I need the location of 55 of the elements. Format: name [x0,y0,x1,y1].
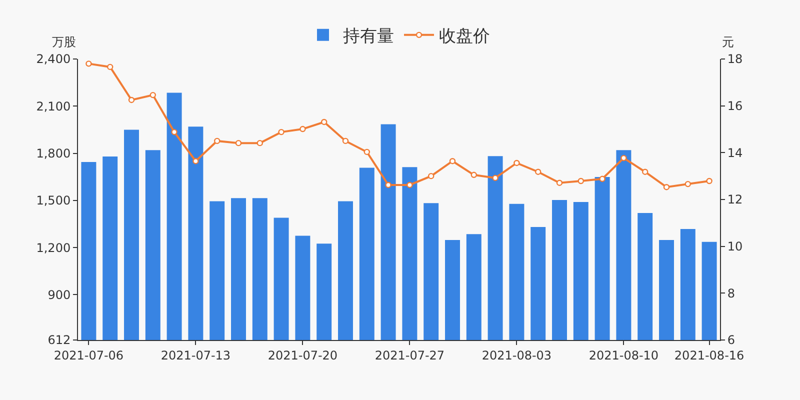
point [256,140,263,146]
y2-tick-label: 16 [727,99,743,114]
point [620,154,627,162]
y-tick-label: 612 [48,333,71,348]
legend-label: 收盘价 [439,26,490,47]
point [556,180,563,186]
y2-tick-label: 14 [727,146,743,160]
point [514,160,520,166]
point [684,180,691,188]
y2-tick-label: 8 [727,286,736,300]
x-tick-label: 2021-08-03 [482,348,552,362]
x-tick-label: 2021-07-20 [268,348,338,362]
point [300,126,306,132]
y-axis-title: 万股 [52,35,76,49]
y2-tick-label: 12 [727,192,743,207]
point [535,168,542,175]
point [599,176,606,182]
point [470,172,477,178]
y2-tick-label: 10 [727,240,743,254]
y2-tick-label: 18 [727,52,743,66]
point [86,60,92,67]
point [642,168,648,175]
point [192,158,199,164]
point [107,64,114,70]
point [578,178,584,184]
y-tick-label: 900 [48,288,71,302]
x-tick-label: 2021-08-10 [588,348,659,362]
point [171,128,178,136]
x-tick-label: 2021-08-16 [674,348,744,362]
point [449,158,456,164]
point [128,96,135,104]
point [321,118,328,126]
point [406,182,413,188]
point [278,128,284,136]
legend-label: 持有量 [343,26,394,47]
point [706,178,712,184]
point [492,174,498,182]
y2-tick-label: 6 [727,333,736,348]
point [385,182,392,188]
x-tick-label: 2021-07-06 [54,348,124,362]
point [364,148,370,156]
point [663,184,670,190]
point [342,138,349,144]
point [150,92,156,98]
y-tick-label: 2,400 [36,52,71,66]
y-tick-label: 2,100 [36,99,71,114]
point [214,138,220,144]
y-tick-label: 1,800 [36,146,71,160]
x-tick-label: 2021-07-13 [160,348,231,362]
point [428,172,434,180]
y2-axis-title: 元 [722,35,734,49]
y-tick-label: 1,200 [36,240,71,255]
point [235,140,242,146]
y-tick-label: 1,500 [36,194,71,208]
x-tick-label: 2021-07-27 [374,348,445,362]
